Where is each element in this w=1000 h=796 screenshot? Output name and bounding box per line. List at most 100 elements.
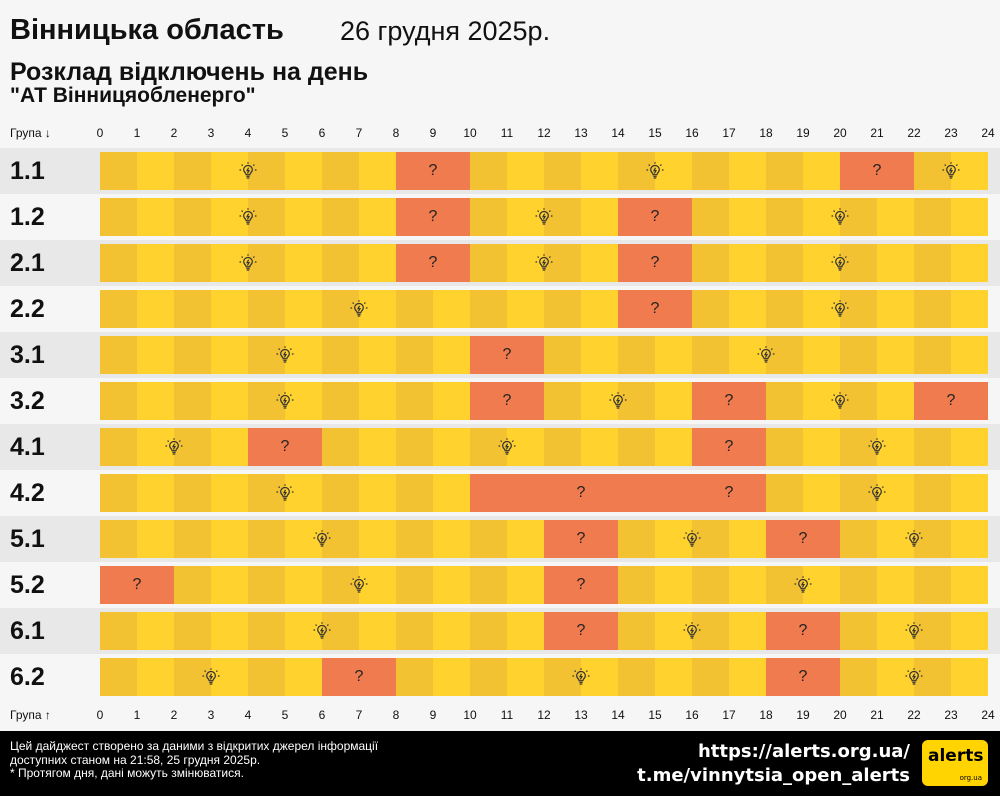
power-on-hour-segment <box>211 428 248 466</box>
power-on-hour-segment <box>544 198 581 236</box>
hour-bottom-tick-18: 18 <box>759 708 773 722</box>
power-on-hour-segment <box>729 336 766 374</box>
power-on-hour-segment <box>877 244 914 282</box>
footer-note-line: * Протягом дня, дані можуть змінюватися. <box>10 766 244 780</box>
lightbulb-icon <box>199 658 223 696</box>
group-timeline-bar: ? <box>100 336 988 374</box>
power-on-hour-segment <box>507 152 544 190</box>
power-on-hour-segment <box>174 658 211 696</box>
lightbulb-icon <box>754 336 778 374</box>
power-on-hour-segment <box>766 290 803 328</box>
hour-top-tick-8: 8 <box>392 126 400 140</box>
power-on-hour-segment <box>433 566 470 604</box>
hour-bottom-tick-10: 10 <box>463 708 477 722</box>
lightbulb-icon <box>643 152 667 190</box>
power-on-hour-segment <box>137 474 174 512</box>
power-on-hour-segment <box>692 520 729 558</box>
power-on-hour-segment <box>174 520 211 558</box>
lightbulb-icon <box>310 612 334 650</box>
group-axis-label-top: Група ↓ <box>10 126 51 140</box>
lightbulb-icon <box>347 566 371 604</box>
power-on-hour-segment <box>581 244 618 282</box>
power-on-hour-segment <box>322 244 359 282</box>
group-row: 3.1? <box>0 332 1000 378</box>
telegram-link[interactable]: t.me/vinnytsia_open_alerts <box>637 765 910 786</box>
power-on-hour-segment <box>248 474 285 512</box>
outage-segment <box>396 198 470 236</box>
power-on-hour-segment <box>359 244 396 282</box>
lightbulb-icon <box>236 198 260 236</box>
lightbulb-icon <box>273 336 297 374</box>
power-on-hour-segment <box>951 566 988 604</box>
power-on-hour-segment <box>766 566 803 604</box>
power-on-hour-segment <box>174 290 211 328</box>
group-timeline-bar: ?? <box>100 566 988 604</box>
group-row: 3.2??? <box>0 378 1000 424</box>
power-on-hour-segment <box>285 198 322 236</box>
power-on-hour-segment <box>951 520 988 558</box>
hour-top-tick-16: 16 <box>685 126 699 140</box>
power-on-hour-segment <box>692 152 729 190</box>
lightbulb-icon <box>532 198 556 236</box>
group-row: 2.2? <box>0 286 1000 332</box>
power-on-hour-segment <box>137 428 174 466</box>
power-on-hour-segment <box>470 658 507 696</box>
lightbulb-icon <box>495 428 519 466</box>
power-on-hour-segment <box>544 244 581 282</box>
group-label: 1.2 <box>10 203 45 231</box>
outage-segment <box>618 290 692 328</box>
hour-bottom-tick-17: 17 <box>722 708 736 722</box>
power-on-hour-segment <box>137 244 174 282</box>
power-on-hour-segment <box>137 290 174 328</box>
power-on-hour-segment <box>211 198 248 236</box>
hour-bottom-tick-19: 19 <box>796 708 810 722</box>
question-mark-icon: ? <box>724 392 734 409</box>
power-on-hour-segment <box>174 382 211 420</box>
question-mark-icon: ? <box>576 576 586 593</box>
hour-bottom-tick-11: 11 <box>500 708 514 722</box>
power-on-hour-segment <box>840 198 877 236</box>
power-on-hour-segment <box>433 520 470 558</box>
power-on-hour-segment <box>100 658 137 696</box>
lightbulb-icon <box>902 612 926 650</box>
power-on-hour-segment <box>692 336 729 374</box>
group-row: 4.1?? <box>0 424 1000 470</box>
power-on-hour-segment <box>692 612 729 650</box>
power-on-hour-segment <box>396 428 433 466</box>
hour-top-tick-23: 23 <box>944 126 958 140</box>
group-label: 1.1 <box>10 157 45 185</box>
power-on-hour-segment <box>100 428 137 466</box>
hour-top-tick-17: 17 <box>722 126 736 140</box>
power-on-hour-segment <box>655 428 692 466</box>
hour-top-tick-5: 5 <box>281 126 289 140</box>
hour-top-tick-19: 19 <box>796 126 810 140</box>
power-on-hour-segment <box>211 336 248 374</box>
outage-segment <box>766 612 840 650</box>
power-on-hour-segment <box>359 612 396 650</box>
alerts-logo[interactable]: alerts org.ua <box>922 740 988 786</box>
power-on-hour-segment <box>248 520 285 558</box>
power-on-hour-segment <box>951 152 988 190</box>
power-on-hour-segment <box>877 382 914 420</box>
power-on-hour-segment <box>359 566 396 604</box>
hour-top-tick-21: 21 <box>870 126 884 140</box>
power-on-hour-segment <box>914 336 951 374</box>
question-mark-icon: ? <box>872 162 882 179</box>
question-mark-icon: ? <box>798 668 808 685</box>
lightbulb-icon <box>791 566 815 604</box>
question-mark-icon: ? <box>280 438 290 455</box>
power-on-hour-segment <box>914 428 951 466</box>
power-on-hour-segment <box>581 382 618 420</box>
power-on-hour-segment <box>248 336 285 374</box>
website-link[interactable]: https://alerts.org.ua/ <box>697 741 910 762</box>
power-on-hour-segment <box>100 244 137 282</box>
power-on-hour-segment <box>100 612 137 650</box>
power-on-hour-segment <box>359 474 396 512</box>
power-on-hour-segment <box>470 152 507 190</box>
power-on-hour-segment <box>581 198 618 236</box>
power-on-hour-segment <box>470 520 507 558</box>
power-on-hour-segment <box>951 336 988 374</box>
outage-segment <box>618 244 692 282</box>
question-mark-icon: ? <box>428 162 438 179</box>
group-row: 4.2?? <box>0 470 1000 516</box>
